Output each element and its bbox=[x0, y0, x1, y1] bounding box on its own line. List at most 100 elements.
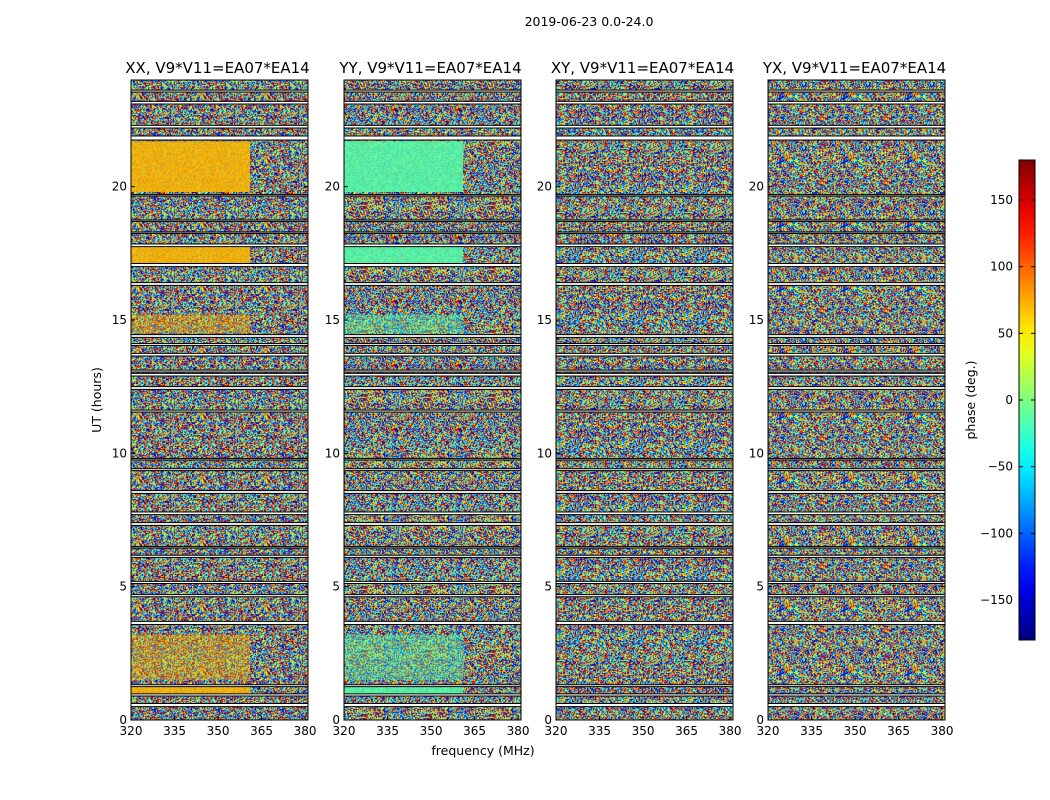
flagged-gap bbox=[556, 90, 733, 92]
flagged-gap bbox=[768, 468, 945, 471]
flagged-gap bbox=[768, 282, 945, 286]
flagged-gap bbox=[131, 194, 308, 197]
partial-coherent-block bbox=[131, 634, 250, 680]
y-tick-label: 20 bbox=[325, 180, 340, 194]
flagged-gap bbox=[131, 244, 308, 247]
flagged-gap bbox=[768, 684, 945, 687]
flagged-gap bbox=[131, 101, 308, 104]
flagged-gap bbox=[556, 343, 733, 346]
phase-noise-field bbox=[768, 80, 945, 720]
flagged-gap bbox=[131, 90, 308, 92]
flagged-gap bbox=[344, 343, 521, 346]
flagged-gap bbox=[768, 594, 945, 597]
flagged-gap bbox=[344, 490, 521, 494]
flagged-gap bbox=[768, 458, 945, 461]
flagged-gap bbox=[131, 373, 308, 376]
x-tick-label: 320 bbox=[333, 724, 356, 738]
flagged-gap bbox=[768, 232, 945, 234]
flagged-gap bbox=[344, 220, 521, 222]
x-tick-label: 365 bbox=[887, 724, 910, 738]
flagged-gap bbox=[131, 581, 308, 584]
y-tick-label: 20 bbox=[537, 180, 552, 194]
coherent-phase-block bbox=[131, 246, 250, 264]
flagged-gap bbox=[556, 136, 733, 140]
flagged-gap bbox=[556, 468, 733, 471]
x-tick-label: 380 bbox=[931, 724, 954, 738]
y-tick-label: 10 bbox=[537, 446, 552, 460]
panel-title-xy: XY, V9*V11=EA07*EA14 bbox=[551, 59, 734, 77]
flagged-gap bbox=[131, 353, 308, 356]
y-tick-label: 20 bbox=[112, 180, 127, 194]
flagged-gap bbox=[556, 546, 733, 549]
flagged-gap bbox=[344, 125, 521, 128]
axes-frame bbox=[767, 79, 946, 721]
flagged-gap bbox=[344, 581, 521, 584]
flagged-gap bbox=[344, 621, 521, 625]
x-tick-label: 320 bbox=[545, 724, 568, 738]
flagged-gap bbox=[768, 136, 945, 140]
flagged-gap bbox=[768, 546, 945, 549]
flagged-gap bbox=[344, 282, 521, 286]
flagged-gap bbox=[131, 512, 308, 515]
x-tick-label: 350 bbox=[844, 724, 867, 738]
partial-coherent-block bbox=[344, 314, 463, 334]
flagged-gap bbox=[768, 512, 945, 515]
flagged-gap bbox=[344, 522, 521, 526]
flagged-gap bbox=[556, 410, 733, 412]
flagged-gap bbox=[344, 512, 521, 515]
flagged-gap bbox=[344, 703, 521, 707]
flagged-gap bbox=[556, 220, 733, 222]
flagged-gap bbox=[768, 490, 945, 494]
flagged-gap bbox=[344, 468, 521, 471]
panel-title-yx: YX, V9*V11=EA07*EA14 bbox=[762, 59, 946, 77]
flagged-gap bbox=[768, 353, 945, 356]
y-tick-label: 15 bbox=[749, 313, 764, 327]
y-tick-label: 0 bbox=[332, 713, 340, 727]
flagged-gap bbox=[131, 410, 308, 412]
flagged-gap bbox=[556, 490, 733, 494]
x-tick-label: 335 bbox=[163, 724, 186, 738]
axes-frame bbox=[555, 79, 734, 721]
x-tick-label: 365 bbox=[463, 724, 486, 738]
flagged-gap bbox=[556, 512, 733, 515]
x-tick-label: 350 bbox=[207, 724, 230, 738]
colorbar-tick-label: 0 bbox=[1005, 393, 1013, 407]
x-axis-label: frequency (MHz) bbox=[431, 743, 534, 758]
colorbar-tick-label: −100 bbox=[980, 526, 1013, 540]
flagged-gap bbox=[556, 581, 733, 584]
figure-title: 2019-06-23 0.0-24.0 bbox=[525, 14, 654, 29]
flagged-gap bbox=[131, 370, 308, 372]
flagged-gap bbox=[344, 684, 521, 687]
panel-title-xx: XX, V9*V11=EA07*EA14 bbox=[125, 59, 309, 77]
y-tick-label: 15 bbox=[325, 313, 340, 327]
y-tick-label: 20 bbox=[749, 180, 764, 194]
flagged-gap bbox=[131, 594, 308, 597]
y-tick-label: 10 bbox=[749, 446, 764, 460]
flagged-gap bbox=[344, 555, 521, 558]
partial-coherent-block bbox=[131, 314, 250, 334]
panel-xy: XY, V9*V11=EA07*EA14 320 335 350 365 380 0 5 10 1… bbox=[537, 59, 742, 738]
panel-title-yy: YY, V9*V11=EA07*EA14 bbox=[338, 59, 521, 77]
flagged-gap bbox=[768, 125, 945, 128]
flagged-gap bbox=[131, 263, 308, 267]
flagged-gap bbox=[768, 343, 945, 346]
x-tick-label: 350 bbox=[632, 724, 655, 738]
flagged-gap bbox=[768, 581, 945, 584]
y-tick-label: 15 bbox=[112, 313, 127, 327]
flagged-gap bbox=[768, 410, 945, 412]
flagged-gap bbox=[131, 490, 308, 494]
flagged-gap bbox=[344, 353, 521, 356]
flagged-gap bbox=[344, 334, 521, 338]
flagged-gap bbox=[131, 386, 308, 390]
colorbar: −150 −100 −50 0 50 100 150 phase (deg.) bbox=[963, 159, 1036, 641]
partial-coherent-block bbox=[344, 634, 463, 680]
flagged-gap bbox=[131, 522, 308, 526]
panel-yy: YY, V9*V11=EA07*EA14 320 335 350 365 380 0 5 10 1… bbox=[325, 59, 530, 738]
flagged-gap bbox=[344, 693, 521, 696]
coherent-phase-block bbox=[344, 686, 463, 696]
x-tick-label: 320 bbox=[120, 724, 143, 738]
flagged-gap bbox=[344, 594, 521, 597]
flagged-gap bbox=[556, 594, 733, 597]
x-tick-label: 365 bbox=[675, 724, 698, 738]
